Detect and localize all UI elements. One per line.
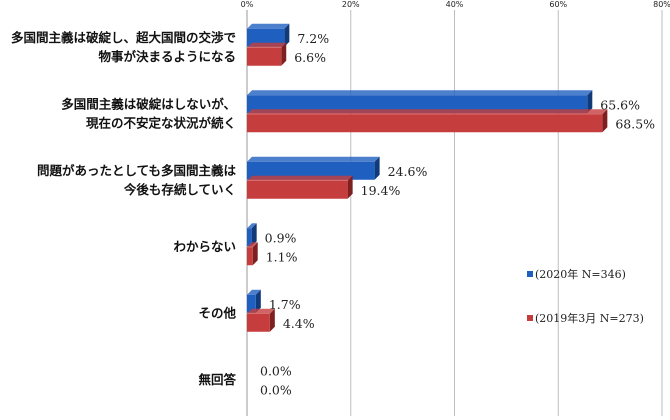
bar-top-face: [247, 42, 287, 48]
bar-side-face: [251, 223, 257, 247]
bar-side-face: [255, 289, 261, 313]
bar-top-face: [247, 23, 290, 29]
data-label: 68.5%: [615, 116, 655, 131]
bar-side-face: [269, 308, 275, 332]
bar-top-face: [247, 109, 608, 115]
x-tick-label: 60%: [549, 0, 567, 9]
x-tick-label: 40%: [446, 0, 464, 9]
bar-front-face: [247, 47, 282, 66]
category-label: 無回答: [198, 372, 236, 387]
bar-side-face: [374, 156, 380, 180]
x-tick-label: 0%: [241, 0, 254, 9]
category-label: 今後も存続していく: [123, 182, 236, 197]
legend-label: (2019年3月 N=273): [535, 311, 644, 325]
bar-top-face: [247, 90, 593, 96]
data-label: 0.0%: [260, 382, 292, 397]
data-label: 6.6%: [294, 50, 326, 65]
bar: [247, 175, 353, 199]
bar: [247, 242, 258, 266]
data-labels: 7.2% 65.6% 24.6% 0.9% 1.7% 0.0% 6.6% 68.5% 19.4%…: [260, 31, 655, 398]
category-labels: 多国間主義は破綻し、超大国間の交渉で物事が決まるようになる多国間主義は破綻はしな…: [11, 30, 237, 387]
category-label: 現在の不安定な状況が続く: [86, 115, 236, 130]
bar: [247, 223, 257, 247]
bar: [247, 109, 608, 133]
category-label: その他: [198, 305, 236, 320]
bar-side-face: [281, 42, 287, 66]
bar: [247, 42, 287, 66]
data-label: 1.7%: [269, 297, 301, 312]
bar: [247, 90, 593, 114]
bar-front-face: [247, 28, 285, 47]
category-label: 問題があったとしても多国間主義は: [37, 163, 237, 178]
data-label: 24.6%: [388, 164, 428, 179]
bar: [247, 23, 290, 47]
bar-front-face: [247, 161, 375, 180]
legend-swatch: [527, 271, 533, 277]
data-label: 19.4%: [361, 183, 401, 198]
bar-side-face: [587, 90, 593, 114]
gridlines: [246, 10, 663, 416]
bar-side-face: [252, 242, 258, 266]
bar: [247, 289, 261, 313]
bar-top-face: [247, 156, 380, 162]
data-label: 1.1%: [266, 249, 298, 264]
bar-top-face: [247, 289, 261, 295]
bar-top-face: [247, 175, 353, 181]
bar-front-face: [247, 95, 588, 114]
bar-front-face: [247, 294, 256, 313]
bar-front-face: [247, 228, 252, 247]
data-label: 0.9%: [265, 230, 297, 245]
category-label: 物事が決まるようになる: [98, 49, 236, 64]
category-label: 多国間主義は破綻はしないが、: [61, 96, 236, 111]
data-label: 65.6%: [600, 97, 640, 112]
legend: (2020年 N=346) (2019年3月 N=273): [527, 267, 644, 325]
bar: [247, 308, 275, 332]
bar-front-face: [247, 247, 253, 266]
bar-top-face: [247, 308, 275, 314]
legend-label: (2020年 N=346): [535, 267, 626, 281]
bar-top-face: [247, 242, 258, 248]
category-label: わからない: [173, 239, 236, 254]
category-label: 多国間主義は破綻し、超大国間の交渉で: [11, 30, 236, 45]
bar-side-face: [284, 23, 290, 47]
data-label: 7.2%: [297, 31, 329, 46]
bar-front-face: [247, 180, 348, 199]
x-tick-label: 20%: [342, 0, 360, 9]
data-label: 0.0%: [260, 363, 292, 378]
data-label: 4.4%: [283, 316, 315, 331]
bars: [247, 23, 608, 332]
bar-side-face: [347, 175, 353, 199]
bar-side-face: [602, 109, 608, 133]
x-tick-label: 80%: [653, 0, 670, 9]
legend-swatch: [527, 315, 533, 321]
bar-top-face: [247, 223, 257, 229]
bar-front-face: [247, 114, 603, 133]
bar: [247, 156, 380, 180]
bar-front-face: [247, 313, 270, 332]
x-axis-ticks: 0% 20% 40% 60% 80%: [241, 0, 670, 9]
